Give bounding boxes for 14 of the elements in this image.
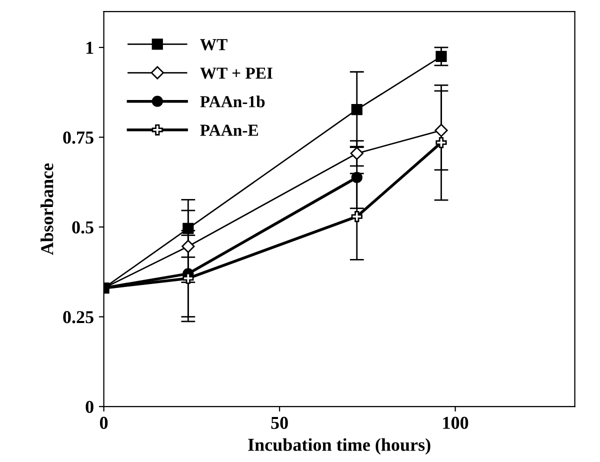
y-tick-label: 0.25 [63,311,94,324]
y-tick-label: 0 [86,400,94,413]
legend-label: WT + PEI [200,68,272,79]
x-axis-title: Incubation time (hours) [248,438,430,455]
y-tick-label: 1 [86,42,94,54]
legend-label: PAAn-E [200,124,258,136]
y-axis-title: Absorbance [40,163,54,256]
y-tick-label: 0.75 [63,131,94,144]
legend-label: PAAn-1b [200,96,265,108]
y-tick-label: 0.5 [72,221,94,234]
x-tick-label: 100 [443,416,468,429]
legend-label: WT [200,39,228,50]
x-tick-label: 50 [271,416,288,429]
x-tick-label: 0 [100,416,108,429]
